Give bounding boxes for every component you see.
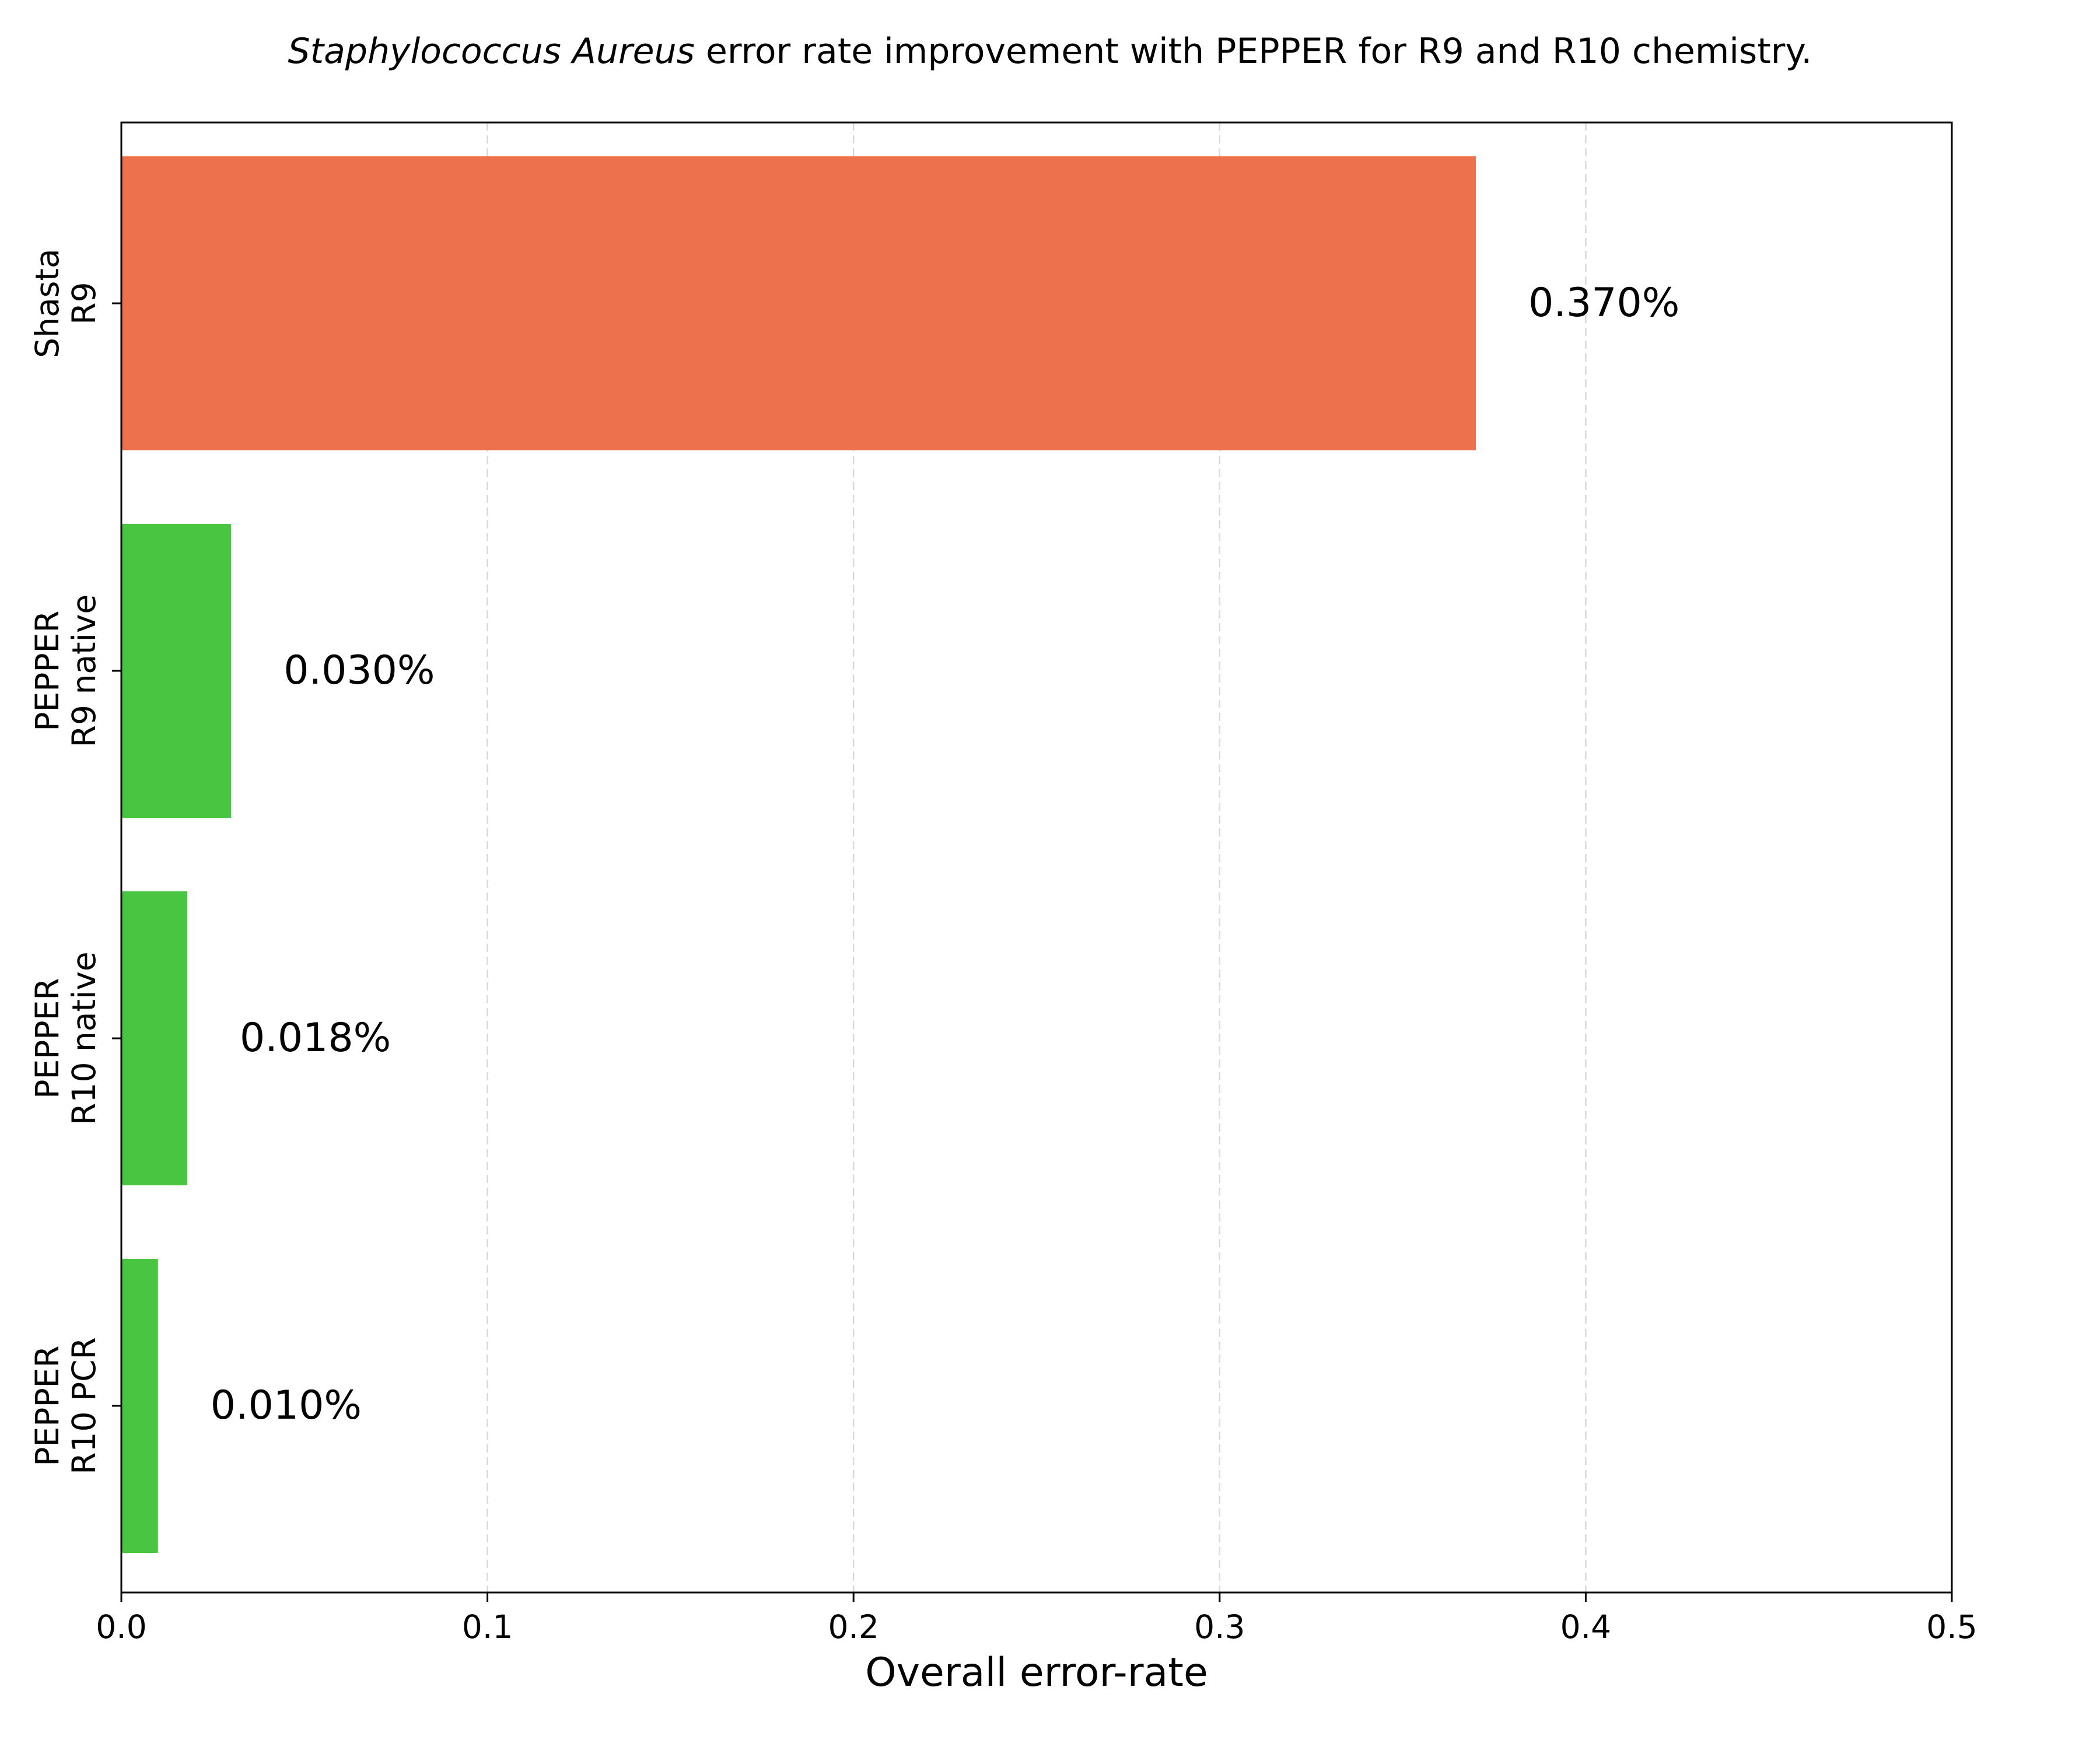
bars: [121, 156, 1476, 1553]
chart-title-rest: error rate improvement with PEPPER for R…: [695, 31, 1812, 72]
x-tick-label: 0.5: [1926, 1608, 1977, 1646]
bar-value-label: 0.010%: [211, 1382, 362, 1429]
x-tick-label: 0.0: [96, 1608, 146, 1646]
y-tick-label-line2: R10 native: [65, 951, 103, 1125]
x-tick-label: 0.4: [1560, 1608, 1611, 1646]
y-tick-label-line1: PEPPER: [29, 978, 66, 1098]
y-tick-label-line2: R9 native: [65, 594, 103, 748]
y-tick-label-line1: PEPPER: [29, 1345, 66, 1466]
value-labels: 0.370% 0.030% 0.018% 0.010%: [211, 280, 1680, 1429]
x-tick-label: 0.1: [462, 1608, 513, 1646]
bar: [121, 1259, 158, 1553]
x-tick-label: 0.2: [828, 1608, 878, 1646]
bar: [121, 524, 232, 818]
chart-title: Staphylococcus Aureus error rate improve…: [288, 31, 1812, 72]
y-tick-label-line2: R10 PCR: [65, 1337, 103, 1474]
y-tick-label: PEPPERR10 native: [29, 951, 103, 1125]
y-tick-label-line1: Shasta: [29, 249, 66, 358]
y-tick-label: PEPPERR9 native: [29, 594, 103, 748]
bar-value-label: 0.030%: [284, 648, 435, 694]
chart-title-italic: Staphylococcus Aureus: [288, 31, 695, 72]
bar-value-label: 0.370%: [1528, 280, 1679, 326]
y-tick-label-line2: R9: [65, 282, 103, 324]
x-axis-label: Overall error-rate: [865, 1650, 1208, 1696]
bar: [121, 891, 187, 1185]
x-tick-label: 0.3: [1194, 1608, 1245, 1646]
x-axis-ticks: 0.0 0.1 0.2 0.3 0.4 0.5: [96, 1592, 1978, 1646]
bar-value-label: 0.018%: [240, 1015, 391, 1061]
y-tick-label-line1: PEPPER: [29, 610, 66, 731]
plot-frame: [120, 121, 1953, 1594]
y-tick-label: ShastaR9: [29, 249, 103, 358]
bar: [121, 156, 1476, 450]
y-tick-label: PEPPERR10 PCR: [29, 1337, 103, 1474]
